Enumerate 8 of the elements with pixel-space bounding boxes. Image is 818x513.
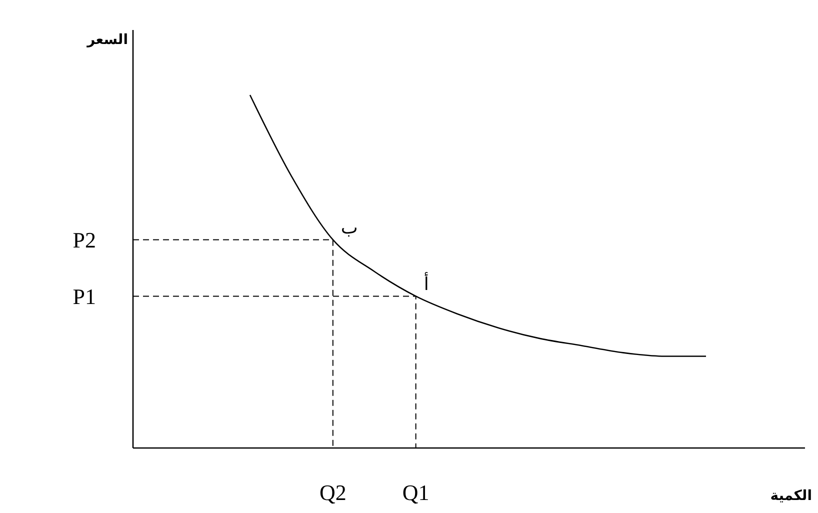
annotation: أ (424, 272, 429, 296)
ref-line-label: P2 (72, 227, 96, 252)
x-tick-label: Q1 (402, 480, 430, 505)
x-axis-title: الكمية (770, 488, 812, 504)
x-tick-label: Q2 (319, 480, 346, 505)
annotation: ب (340, 218, 358, 239)
text: السعر (86, 32, 128, 48)
ref-line-label: P1 (72, 284, 96, 309)
